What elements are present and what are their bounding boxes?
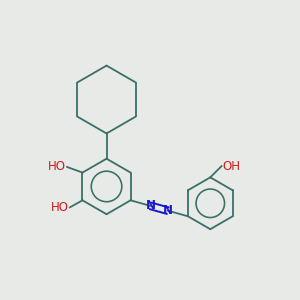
Text: N: N — [146, 200, 156, 212]
Text: OH: OH — [222, 160, 240, 173]
Text: HO: HO — [50, 201, 68, 214]
Text: HO: HO — [48, 160, 66, 173]
Text: N: N — [163, 204, 173, 217]
